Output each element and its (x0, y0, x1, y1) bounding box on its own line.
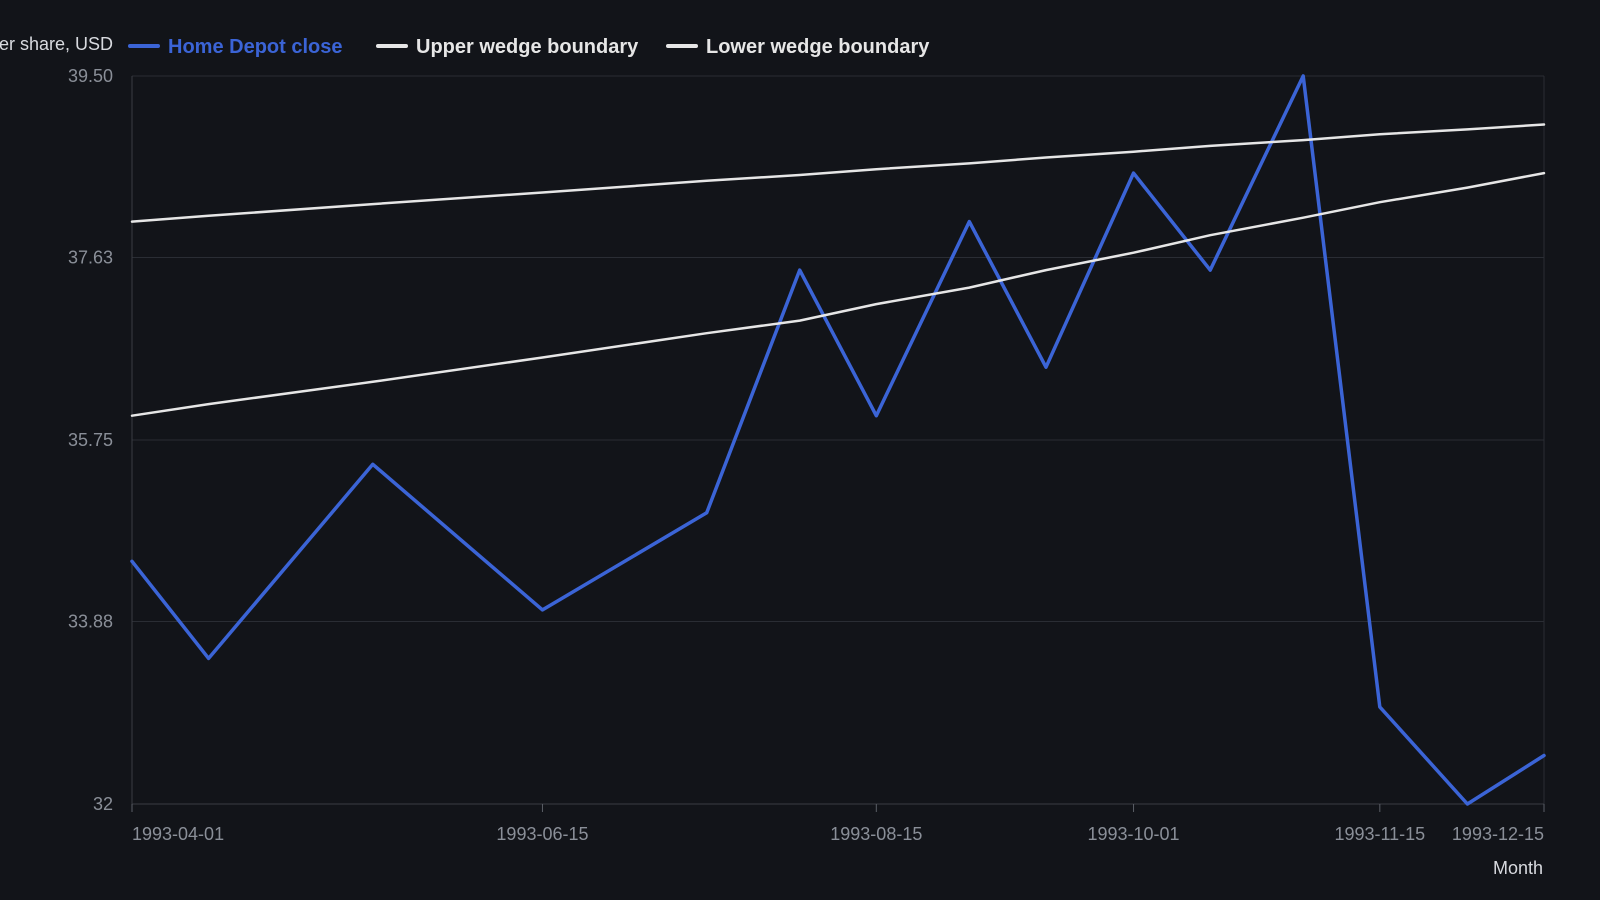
y-tick-label: 32 (93, 794, 113, 814)
x-tick-label: 1993-11-15 (1334, 824, 1425, 844)
series-line-1 (130, 123, 1546, 223)
grid (132, 75, 1545, 805)
y-axis-title: Close price per share, USD (0, 34, 113, 54)
y-tick-label: 37.63 (68, 248, 113, 268)
series (130, 74, 1546, 806)
legend-label-0: Home Depot close (168, 36, 342, 58)
x-tick-label: 1993-12-15 (1452, 824, 1544, 844)
series-line-2 (130, 171, 1546, 417)
x-tick-label: 1993-08-15 (830, 824, 922, 844)
x-tick-label: 1993-10-01 (1087, 824, 1179, 844)
y-tick-label: 33.88 (68, 612, 113, 632)
legend-label-1: Upper wedge boundary (416, 36, 639, 58)
x-tick-label: 1993-04-01 (132, 824, 224, 844)
y-tick-label: 35.75 (68, 430, 113, 450)
legend-label-2: Lower wedge boundary (706, 36, 930, 58)
series-line-0 (130, 74, 1546, 806)
x-axis-title: Month (1493, 858, 1543, 878)
axes: 32 33.88 35.75 37.63 39.50 1993-04-01 1993-06-… (68, 66, 1545, 844)
x-tick-label: 1993-06-15 (496, 824, 588, 844)
legend: Home Depot close Upper wedge boundary Lowe… (128, 36, 930, 58)
y-tick-label: 39.50 (68, 66, 113, 86)
